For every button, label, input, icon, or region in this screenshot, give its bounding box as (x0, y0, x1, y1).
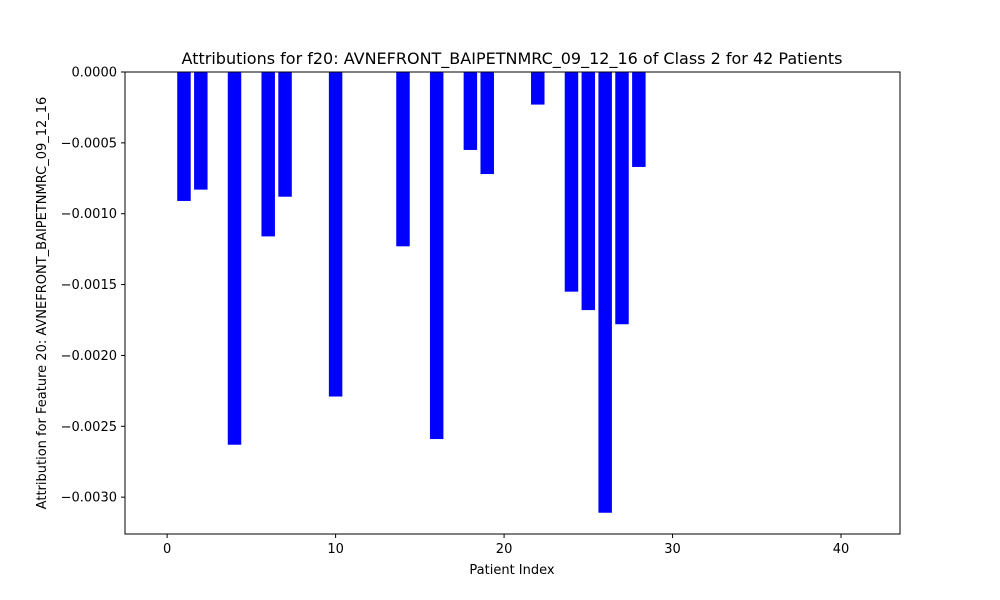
y-tick-label: 0.0000 (72, 66, 118, 81)
x-axis: 0 10 20 30 40 (163, 534, 849, 557)
bar-patient-18 (463, 72, 478, 150)
bar-patient-10 (328, 72, 343, 397)
bar-patient-19 (480, 72, 494, 175)
chart-title: Attributions for f20: AVNEFRONT_BAIPETNM… (182, 49, 843, 69)
y-tick-label: −0.0020 (61, 349, 117, 364)
y-tick-label: −0.0010 (61, 207, 117, 222)
bar-patient-25 (581, 72, 596, 311)
bar-patient-28 (632, 72, 646, 167)
y-tick-label: −0.0030 (61, 491, 117, 506)
bar-patient-16 (429, 72, 444, 440)
y-axis: 0.0000 −0.0005 −0.0010 −0.0015 −0.0020 −0.002… (61, 66, 125, 506)
bar-patient-7 (278, 72, 292, 197)
x-tick-label: 40 (833, 542, 850, 557)
bar-patient-1 (177, 72, 191, 201)
plot-frame (124, 71, 901, 535)
x-axis-label: Patient Index (469, 563, 554, 578)
bar-patient-24 (564, 72, 579, 292)
x-tick-label: 20 (496, 542, 513, 557)
y-tick-label: −0.0005 (61, 136, 117, 151)
bar-patient-14 (396, 72, 410, 247)
bars-group (177, 72, 646, 513)
x-tick-label: 0 (163, 542, 171, 557)
x-tick-label: 30 (664, 542, 681, 557)
bar-patient-26 (598, 72, 612, 513)
bar-patient-4 (227, 72, 242, 445)
bar-patient-22 (531, 72, 545, 105)
y-tick-label: −0.0015 (61, 278, 117, 293)
bar-patient-6 (261, 72, 275, 237)
y-axis-label: Attribution for Feature 20: AVNEFRONT_BA… (35, 97, 50, 510)
y-tick-label: −0.0025 (61, 420, 117, 435)
bar-patient-2 (194, 72, 208, 190)
x-tick-label: 10 (327, 542, 344, 557)
bar-patient-27 (615, 72, 629, 325)
